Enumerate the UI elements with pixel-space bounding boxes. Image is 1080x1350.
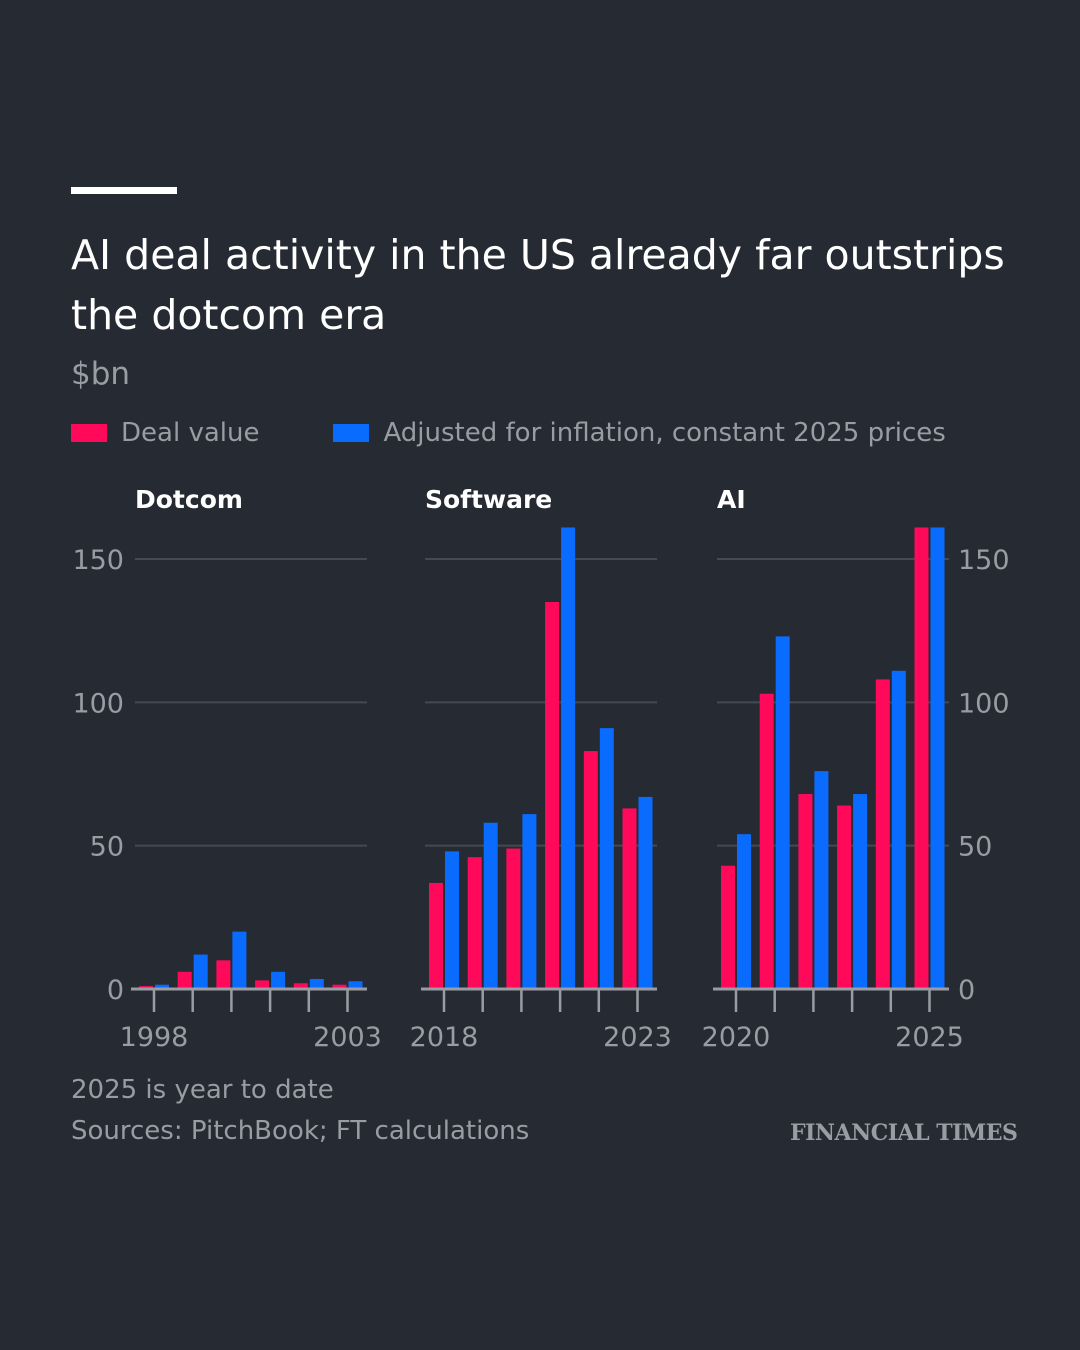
bar-deal-value-2024: [875, 679, 890, 989]
bar-adjusted-2002: [309, 978, 324, 989]
bar-deal-value-2018: [429, 882, 443, 989]
y-tick-label-left: 150: [72, 545, 124, 576]
x-tick-label: 2020: [702, 1022, 771, 1053]
bar-deal-value-2021: [759, 693, 774, 989]
title-rule: [71, 187, 177, 194]
chart-title: AI deal activity in the US already far o…: [71, 231, 1005, 339]
legend-swatch-blue: [333, 424, 370, 442]
bar-adjusted-2021: [561, 527, 576, 989]
x-tick-label: 2003: [313, 1022, 382, 1053]
bar-deal-value-2002: [293, 983, 308, 989]
y-tick-label-right: 0: [958, 975, 975, 1006]
bar-adjusted-2001: [271, 971, 286, 989]
panel-title: Dotcom: [135, 485, 243, 514]
bar-adjusted-2020: [737, 834, 751, 989]
legend-label: Adjusted for inflation, constant 2025 pr…: [383, 418, 946, 448]
bar-deal-value-2000: [216, 960, 231, 989]
bar-adjusted-2019: [483, 822, 498, 989]
panel-title: Software: [425, 485, 552, 514]
bar-deal-value-2023: [622, 808, 637, 989]
bar-adjusted-2020: [522, 814, 537, 989]
bar-adjusted-2023: [638, 796, 653, 989]
bar-deal-value-2019: [467, 857, 482, 989]
y-tick-label-right: 100: [958, 688, 1010, 719]
x-tick-label: 2023: [603, 1022, 672, 1053]
bar-adjusted-1998: [155, 984, 169, 989]
bar-adjusted-1999: [193, 954, 208, 989]
bar-deal-value-2001: [255, 980, 270, 989]
bar-deal-value-2022: [798, 794, 813, 989]
y-tick-label-right: 50: [958, 832, 992, 863]
bar-adjusted-2022: [599, 728, 614, 989]
legend: Deal value Adjusted for inflation, const…: [71, 418, 1020, 448]
x-tick-label: 2018: [410, 1022, 479, 1053]
legend-item-adjusted: Adjusted for inflation, constant 2025 pr…: [333, 418, 946, 448]
panel-title: AI: [717, 485, 746, 514]
bar-deal-value-2022: [583, 751, 598, 989]
bar-adjusted-2024: [891, 670, 906, 989]
bar-deal-value-2021: [545, 602, 560, 989]
bar-deal-value-2020: [506, 848, 521, 989]
bar-adjusted-2018: [445, 851, 459, 989]
legend-item-deal-value: Deal value: [71, 418, 259, 448]
y-tick-label-left: 0: [107, 975, 124, 1006]
y-tick-label-left: 50: [90, 832, 124, 863]
bar-adjusted-2022: [814, 771, 829, 989]
sources: Sources: PitchBook; FT calculations: [71, 1116, 530, 1146]
bar-adjusted-2025: [930, 527, 945, 989]
y-tick-label-left: 100: [72, 688, 124, 719]
bar-adjusted-2023: [853, 794, 868, 989]
y-tick-label-right: 150: [958, 545, 1010, 576]
x-tick-label: 1998: [120, 1022, 189, 1053]
bar-adjusted-2000: [232, 931, 247, 989]
bar-adjusted-2003: [348, 981, 363, 989]
legend-swatch-pink: [71, 424, 107, 442]
bar-deal-value-2003: [332, 984, 347, 989]
bar-deal-value-2025: [914, 527, 929, 989]
bar-deal-value-2023: [837, 805, 852, 989]
legend-label: Deal value: [121, 418, 260, 448]
ft-logo: FINANCIAL TIMES: [790, 1120, 1018, 1146]
unit-label: $bn: [71, 356, 131, 392]
bar-deal-value-2020: [721, 865, 735, 989]
bar-adjusted-2021: [775, 636, 790, 989]
x-tick-label: 2025: [895, 1022, 964, 1053]
bar-deal-value-1999: [177, 971, 192, 989]
footnote: 2025 is year to date: [71, 1075, 334, 1105]
